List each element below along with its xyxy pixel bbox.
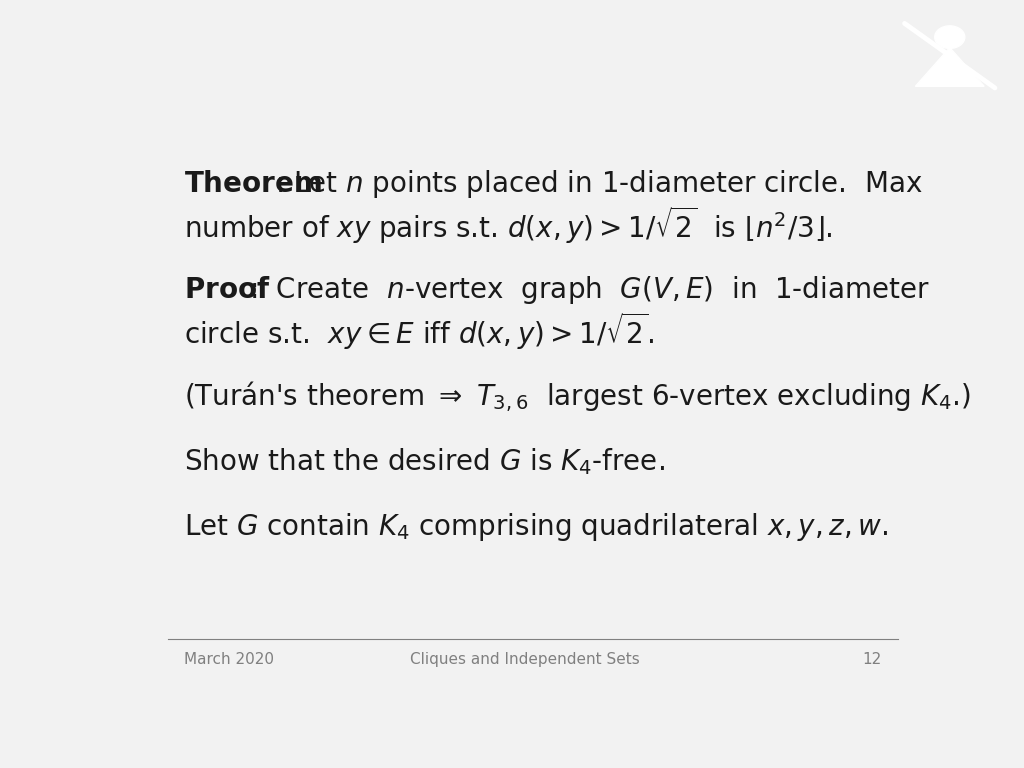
- Polygon shape: [915, 48, 984, 86]
- Text: : Let $n$ points placed in 1-diameter circle.  Max: : Let $n$ points placed in 1-diameter ci…: [274, 168, 923, 200]
- Text: :  Create  $n$-vertex  graph  $G(V,E)$  in  1-diameter: : Create $n$-vertex graph $G(V,E)$ in 1-…: [250, 274, 930, 306]
- Circle shape: [935, 26, 965, 48]
- Text: circle s.t.  $xy\in E$ iff $d(x,y)>1/\sqrt{2}$.: circle s.t. $xy\in E$ iff $d(x,y)>1/\sqr…: [183, 311, 654, 353]
- Text: Show that the desired $G$ is $K_4$-free.: Show that the desired $G$ is $K_4$-free.: [183, 446, 665, 477]
- Text: March 2020: March 2020: [183, 652, 273, 667]
- Text: 12: 12: [862, 652, 882, 667]
- Text: (Turán's theorem $\Rightarrow$ $T_{3,6}$  largest 6-vertex excluding $K_4$.): (Turán's theorem $\Rightarrow$ $T_{3,6}$…: [183, 379, 971, 414]
- Text: Let $G$ contain $K_4$ comprising quadrilateral $x, y, z, w$.: Let $G$ contain $K_4$ comprising quadril…: [183, 511, 888, 543]
- Text: $\mathbf{Proof}$: $\mathbf{Proof}$: [183, 276, 270, 304]
- Text: number of $xy$ pairs s.t. $d(x,y)>1/\sqrt{2}$  is $\lfloor n^2/3\rfloor$.: number of $xy$ pairs s.t. $d(x,y)>1/\sqr…: [183, 204, 833, 246]
- Text: Cliques and Independent Sets: Cliques and Independent Sets: [410, 652, 640, 667]
- Text: $\mathbf{Theorem}$: $\mathbf{Theorem}$: [183, 170, 322, 198]
